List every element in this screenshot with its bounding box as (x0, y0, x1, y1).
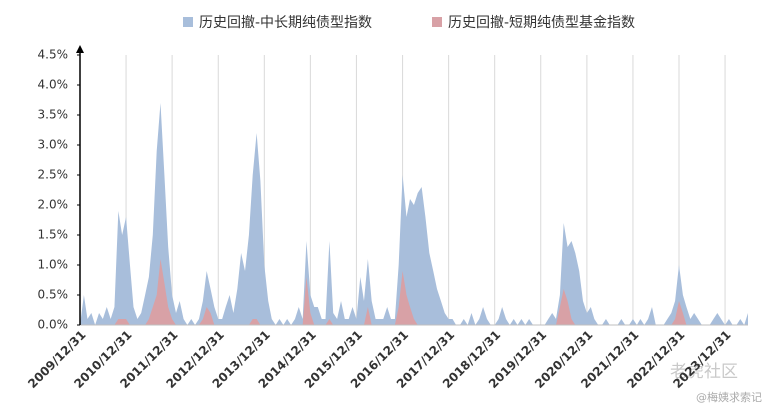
y-tick-label: 0.0% (38, 318, 69, 332)
y-tick-label: 4.5% (38, 48, 69, 62)
y-tick-label: 4.0% (38, 78, 69, 92)
y-tick-label: 2.0% (38, 198, 69, 212)
y-tick-label: 3.0% (38, 138, 69, 152)
legend-swatch (183, 17, 193, 27)
y-tick-label: 3.5% (38, 108, 69, 122)
area (80, 259, 748, 325)
watermark-brand: 老虎社区 (670, 362, 738, 382)
watermark-author: @梅姨求索记 (696, 390, 762, 404)
plot: 2009/12/312010/12/312011/12/312012/12/31… (25, 14, 748, 391)
y-tick-label: 1.0% (38, 258, 69, 272)
area (80, 103, 748, 325)
y-axis-arrow (76, 45, 84, 53)
y-tick-label: 1.5% (38, 228, 69, 242)
legend-label: 历史回撤-短期纯债型基金指数 (448, 14, 635, 31)
legend-label: 历史回撤-中长期纯债型指数 (199, 15, 372, 31)
y-tick-label: 0.5% (38, 288, 69, 302)
legend-swatch (432, 17, 442, 27)
y-tick-label: 2.5% (38, 168, 69, 182)
